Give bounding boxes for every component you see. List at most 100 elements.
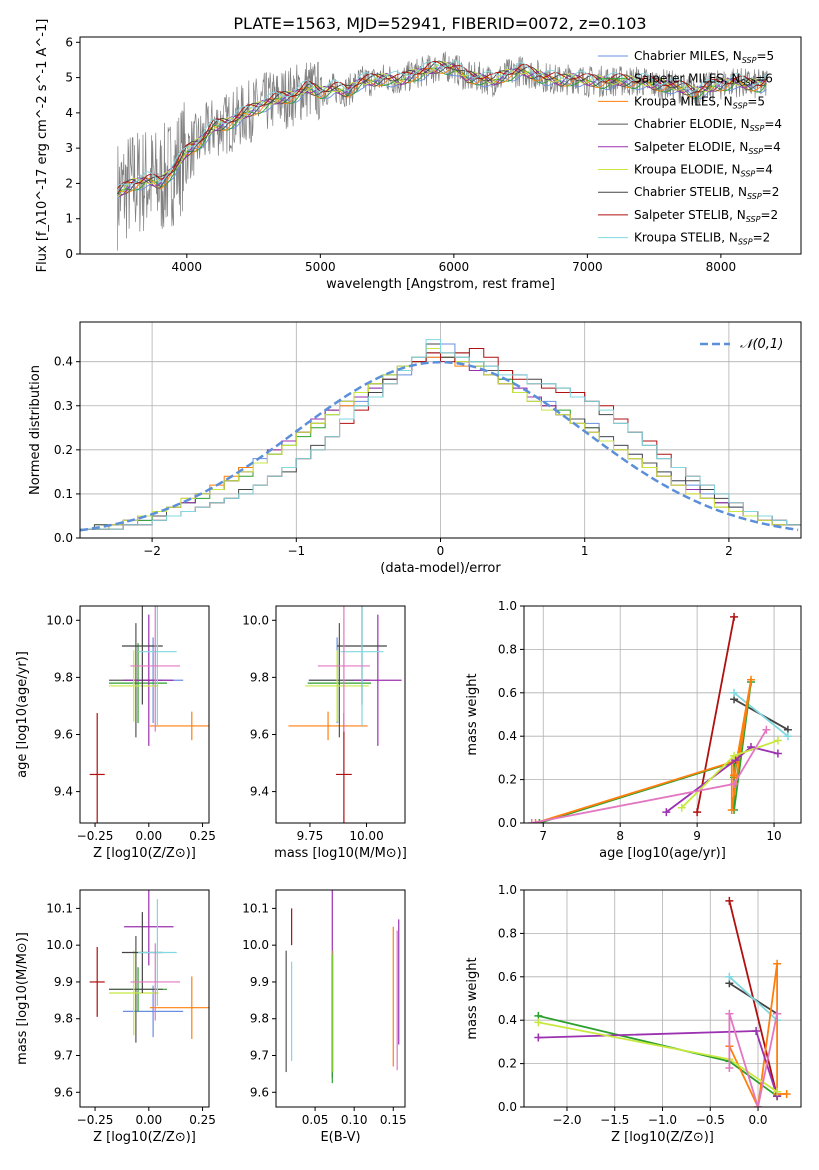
legend-label: Kroupa MILES, NSSP=5 — [634, 94, 765, 110]
errorbar-point — [317, 606, 370, 732]
weight-line — [665, 746, 779, 813]
y-tick-label: 0.8 — [498, 926, 517, 940]
weight-marker — [725, 1063, 734, 1072]
y-tick-label: 9.8 — [54, 1012, 73, 1026]
errorbar-point — [149, 711, 209, 741]
weight_vs_Z-panel: −2.0 −1.5 −1.0 −0.5 0.0 0.0 0.2 0.4 0.6 0.8 1.0 Z [… — [465, 883, 802, 1145]
x-tick-label: 0.00 — [135, 829, 162, 843]
errorbar-point — [335, 713, 352, 823]
y-tick-label: 0.6 — [498, 970, 517, 984]
x-tick-label: 5000 — [305, 260, 336, 274]
y-tick-label: 1 — [65, 212, 73, 226]
weight-marker — [677, 803, 686, 812]
weight-marker — [662, 808, 671, 817]
model-spectrum-line — [117, 60, 767, 186]
weight-marker — [773, 749, 782, 758]
figure-title: PLATE=1563, MJD=52941, FIBERID=0072, z=0… — [233, 14, 646, 33]
y-tick-label: 9.7 — [250, 1049, 269, 1063]
y-tick-label: 0.6 — [498, 686, 517, 700]
weight-line — [696, 616, 735, 813]
weight-marker — [752, 1027, 761, 1036]
y-tick-label: 0.0 — [498, 1100, 517, 1114]
weight-line — [728, 1013, 778, 1107]
y-tick-label: 9.8 — [250, 670, 269, 684]
y-tick-label: 9.6 — [54, 1085, 73, 1099]
y-tick-label: 9.8 — [250, 1012, 269, 1026]
x-axis-label: Z [log10(Z/Z⊙)] — [611, 1130, 714, 1145]
y-tick-label: 3 — [65, 141, 73, 155]
residuals-panel: 𝒩(0,1) −2 −1 0 1 2 0.0 0.1 0.2 0.3 0.4 (data-model)… — [28, 321, 802, 576]
data-spectrum-line — [117, 51, 768, 251]
x-tick-label: 8000 — [706, 260, 737, 274]
x-tick-label: 8 — [616, 829, 624, 843]
legend-label: Chabrier MILES, NSSP=5 — [634, 49, 774, 65]
age_vs_mass-panel: 9.75 10.00 9.4 9.6 9.8 10.0 mass [log10(M/M⊙)] — [242, 605, 407, 861]
x-tick-label: 0.0 — [748, 1113, 767, 1127]
errorbar-point — [109, 950, 159, 1036]
legend-label: Salpeter ELODIE, NSSP=4 — [634, 140, 781, 156]
x-axis-label: wavelength [Angstrom, rest frame] — [326, 277, 555, 292]
x-tick-label: 9.75 — [297, 829, 324, 843]
errorbar-point — [123, 985, 184, 1038]
weight-marker — [534, 1033, 543, 1042]
errorbar-point — [130, 606, 180, 732]
x-tick-label: 0.05 — [302, 1113, 329, 1127]
y-axis-label: age [log10(age/yr)] — [15, 651, 30, 778]
y-tick-label: 10.1 — [242, 901, 269, 915]
weight-marker — [725, 1009, 734, 1018]
x-tick-label: 0.25 — [189, 829, 216, 843]
y-axis-label: mass weight — [465, 673, 480, 755]
weight-line — [728, 976, 778, 1021]
x-tick-label: −2 — [143, 544, 161, 558]
x-tick-label: 10 — [766, 829, 781, 843]
x-tick-label: 1 — [581, 544, 589, 558]
y-tick-label: 6 — [65, 35, 73, 49]
y-tick-label: 10.0 — [46, 938, 73, 952]
weight-marker — [725, 972, 734, 981]
y-tick-label: 0.3 — [54, 399, 73, 413]
x-tick-label: 7 — [539, 829, 547, 843]
x-tick-label: 10.00 — [349, 829, 383, 843]
weight-marker — [773, 1087, 782, 1096]
weight-marker — [693, 808, 702, 817]
x-tick-label: 4000 — [172, 260, 203, 274]
y-tick-label: 9.9 — [54, 975, 73, 989]
spectrum-panel: Chabrier MILES, NSSP=5 Salpeter MILES, NS… — [35, 19, 802, 292]
legend-label: Chabrier STELIB, NSSP=2 — [634, 185, 779, 201]
x-tick-label: 0.00 — [135, 1113, 162, 1127]
errorbar-point — [109, 650, 159, 722]
weight_vs_age-panel: 7 8 9 10 0.0 0.2 0.4 0.6 0.8 1.0 age [log10(age/yr… — [465, 599, 802, 861]
model-spectrum-line — [117, 65, 767, 193]
y-tick-label: 10.0 — [242, 938, 269, 952]
x-tick-label: 6000 — [439, 260, 470, 274]
weight-marker — [730, 779, 739, 788]
weight-marker — [730, 612, 739, 621]
weight-marker — [762, 725, 771, 734]
x-axis-label: Z [log10(Z/Z⊙)] — [93, 1130, 196, 1145]
mass_vs_EBV-frame — [275, 889, 406, 1108]
errorbar-point — [305, 650, 369, 722]
x-tick-label: 0.25 — [189, 1113, 216, 1127]
y-tick-label: 0.0 — [498, 816, 517, 830]
weight-marker — [773, 1009, 782, 1018]
errorbar-point — [124, 614, 174, 746]
weight-marker — [782, 1089, 791, 1098]
spectrum-legend: Chabrier MILES, NSSP=5 Salpeter MILES, NS… — [598, 49, 782, 247]
y-tick-label: 0 — [65, 247, 73, 261]
x-tick-label: 2 — [725, 544, 733, 558]
y-tick-label: 0.2 — [498, 1057, 517, 1071]
errorbar-point — [288, 711, 368, 741]
errorbar-point — [109, 935, 163, 1043]
legend-label: Kroupa ELODIE, NSSP=4 — [634, 163, 773, 179]
y-tick-label: 0.2 — [54, 443, 73, 457]
mass_vs_EBV-plot-area — [285, 890, 400, 1084]
y-axis-label: Flux [f_λ10^-17 erg cm^-2 s^-1 A^-1] — [35, 19, 50, 273]
age_vs_Z-frame — [79, 605, 210, 824]
weight-marker — [725, 896, 734, 905]
errorbar-point — [340, 606, 384, 726]
legend-label: Chabrier ELODIE, NSSP=4 — [634, 117, 782, 133]
x-axis-label: age [log10(age/yr)] — [599, 846, 726, 861]
x-axis-label: E(B-V) — [320, 1130, 360, 1145]
x-tick-label: −1 — [287, 544, 305, 558]
